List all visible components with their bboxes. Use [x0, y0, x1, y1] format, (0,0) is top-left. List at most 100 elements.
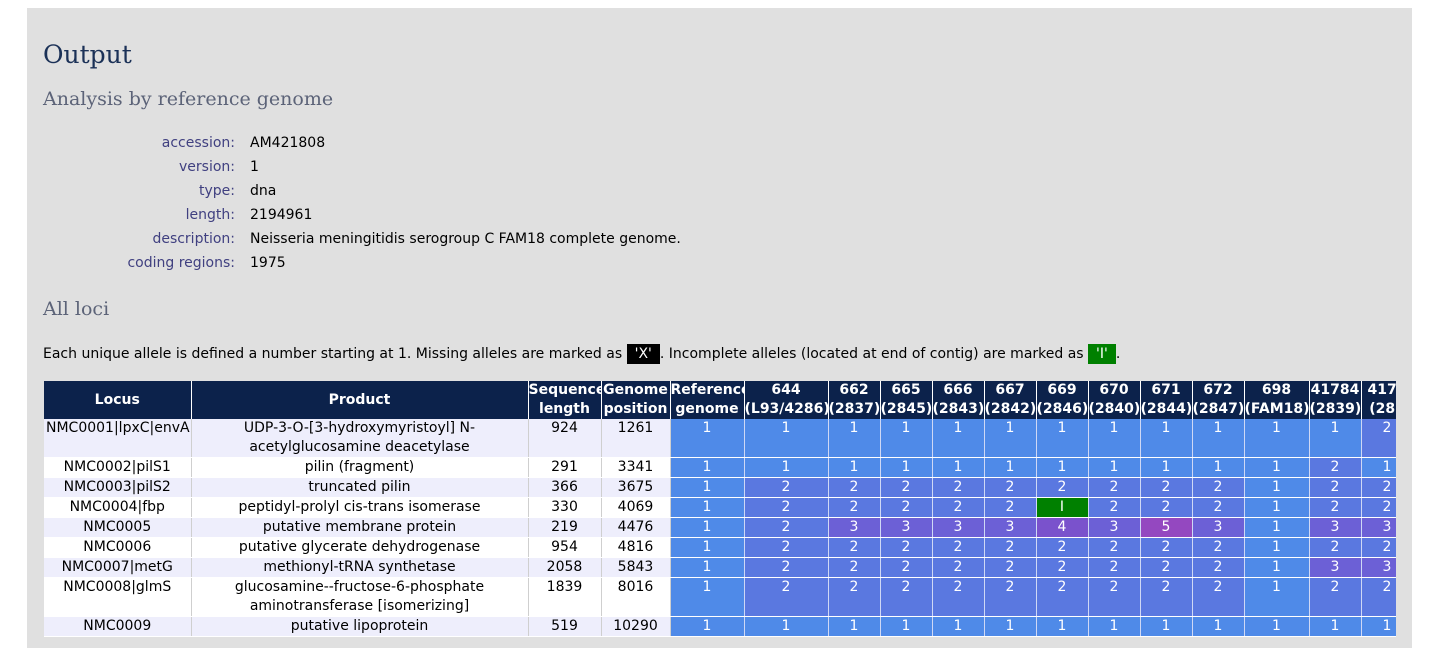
allele-cell: 4: [1036, 517, 1089, 538]
allele-cell: 1: [670, 616, 745, 637]
column-header[interactable]: Locus: [44, 381, 192, 419]
allele-cell: 2: [1309, 457, 1362, 478]
column-header[interactable]: Sequence length: [528, 381, 602, 419]
allele-cell: 2: [984, 497, 1037, 518]
allele-cell: 2: [1036, 477, 1089, 498]
allele-cell: 2: [1361, 419, 1396, 458]
sequence-length-cell: 954: [528, 537, 602, 558]
genome-position-cell: 8016: [601, 577, 671, 617]
allele-cell: 2: [1192, 477, 1245, 498]
table-row: NMC0003|pilS2 truncated pilin 366 3675 1 2 2 2 2…: [44, 477, 1396, 498]
reference-detail-row: coding regions: 1975: [27, 253, 927, 277]
allele-cell: 1: [670, 419, 745, 458]
product-cell: glucosamine--fructose-6-phosphate aminot…: [191, 577, 529, 617]
allele-cell: 1: [670, 517, 745, 538]
column-header[interactable]: Product: [191, 381, 529, 419]
allele-cell: 1: [1244, 517, 1310, 538]
allele-cell: 1: [880, 616, 933, 637]
allele-cell: 1: [828, 616, 881, 637]
incomplete-allele-marker: 'I': [1088, 344, 1116, 364]
allele-cell: 1: [670, 497, 745, 518]
sequence-length-cell: 291: [528, 457, 602, 478]
column-header[interactable]: 698 (FAM18): [1244, 381, 1310, 419]
allele-cell: 1: [744, 616, 829, 637]
column-header[interactable]: 670 (2840): [1088, 381, 1141, 419]
allele-cell: 1: [880, 457, 933, 478]
reference-detail-value: Neisseria meningitidis serogroup C FAM18…: [250, 231, 681, 247]
reference-detail-row: type: dna: [27, 181, 927, 205]
column-header[interactable]: 644 (L93/4286): [744, 381, 829, 419]
sequence-length-cell: 330: [528, 497, 602, 518]
sequence-length-cell: 519: [528, 616, 602, 637]
allele-cell: I: [1036, 497, 1089, 518]
allele-cell: 1: [984, 419, 1037, 458]
column-header[interactable]: 4178(283: [1361, 381, 1396, 419]
column-header[interactable]: 666 (2843): [932, 381, 985, 419]
allele-cell: 2: [1140, 497, 1193, 518]
allele-cell: 1: [932, 616, 985, 637]
allele-cell: 3: [1361, 557, 1396, 578]
reference-detail-value: 2194961: [250, 207, 313, 223]
allele-cell: 2: [880, 477, 933, 498]
allele-cell: 2: [984, 477, 1037, 498]
allele-cell: 2: [744, 517, 829, 538]
genome-position-cell: 4816: [601, 537, 671, 558]
allele-cell: 1: [1036, 616, 1089, 637]
table-row: NMC0007|metG methionyl-tRNA synthetase 205…: [44, 557, 1396, 578]
allele-cell: 2: [828, 497, 881, 518]
allele-cell: 1: [1244, 616, 1310, 637]
allele-cell: 1: [670, 577, 745, 617]
reference-detail-label: coding regions:: [127, 255, 235, 271]
column-header[interactable]: Genome position: [601, 381, 671, 419]
allele-cell: 2: [1192, 537, 1245, 558]
allele-cell: 1: [1140, 616, 1193, 637]
allele-cell: 2: [1036, 537, 1089, 558]
allele-cell: 2: [984, 557, 1037, 578]
allele-cell: 2: [1036, 577, 1089, 617]
allele-cell: 1: [670, 557, 745, 578]
allele-cell: 2: [1088, 477, 1141, 498]
reference-heading: Analysis by reference genome: [43, 88, 334, 110]
allele-cell: 2: [1088, 577, 1141, 617]
legend-text-middle: . Incomplete alleles (located at end of …: [659, 346, 1084, 362]
column-header[interactable]: 662 (2837): [828, 381, 881, 419]
allele-cell: 2: [744, 537, 829, 558]
allele-cell: 1: [1244, 537, 1310, 558]
column-header[interactable]: 671 (2844): [1140, 381, 1193, 419]
allele-cell: 3: [1192, 517, 1245, 538]
reference-detail-row: length: 2194961: [27, 205, 927, 229]
column-header[interactable]: 669 (2846): [1036, 381, 1089, 419]
allele-cell: 1: [1361, 457, 1396, 478]
allele-cell: 2: [744, 477, 829, 498]
column-header[interactable]: 667 (2842): [984, 381, 1037, 419]
allele-cell: 2: [828, 557, 881, 578]
column-header[interactable]: 665 (2845): [880, 381, 933, 419]
allele-cell: 2: [1140, 537, 1193, 558]
allele-cell: 2: [1309, 537, 1362, 558]
locus-cell: NMC0002|pilS1: [44, 457, 192, 478]
allele-cell: 2: [932, 477, 985, 498]
allele-cell: 2: [1361, 577, 1396, 617]
loci-table-container[interactable]: Locus Product Sequence length Genome position…: [44, 381, 1396, 648]
table-header-row: Locus Product Sequence length Genome position…: [44, 381, 1396, 419]
allele-cell: 2: [1088, 557, 1141, 578]
reference-detail-value: AM421808: [250, 135, 326, 151]
legend-text-before: Each unique allele is defined a number s…: [43, 346, 623, 362]
allele-cell: 2: [1361, 477, 1396, 498]
allele-cell: 2: [1309, 477, 1362, 498]
allele-cell: 5: [1140, 517, 1193, 538]
allele-cell: 2: [880, 577, 933, 617]
locus-cell: NMC0005: [44, 517, 192, 538]
output-panel: Output Analysis by reference genome acce…: [27, 8, 1412, 648]
allele-cell: 1: [1088, 457, 1141, 478]
allele-cell: 1: [932, 419, 985, 458]
column-header[interactable]: Reference genome: [670, 381, 745, 419]
allele-cell: 2: [1361, 537, 1396, 558]
product-cell: putative glycerate dehydrogenase: [191, 537, 529, 558]
allele-cell: 2: [1140, 557, 1193, 578]
column-header[interactable]: 41784 (2839): [1309, 381, 1362, 419]
reference-detail-value: 1: [250, 159, 259, 175]
missing-allele-marker: 'X': [626, 344, 660, 364]
column-header[interactable]: 672 (2847): [1192, 381, 1245, 419]
product-cell: peptidyl-prolyl cis-trans isomerase: [191, 497, 529, 518]
